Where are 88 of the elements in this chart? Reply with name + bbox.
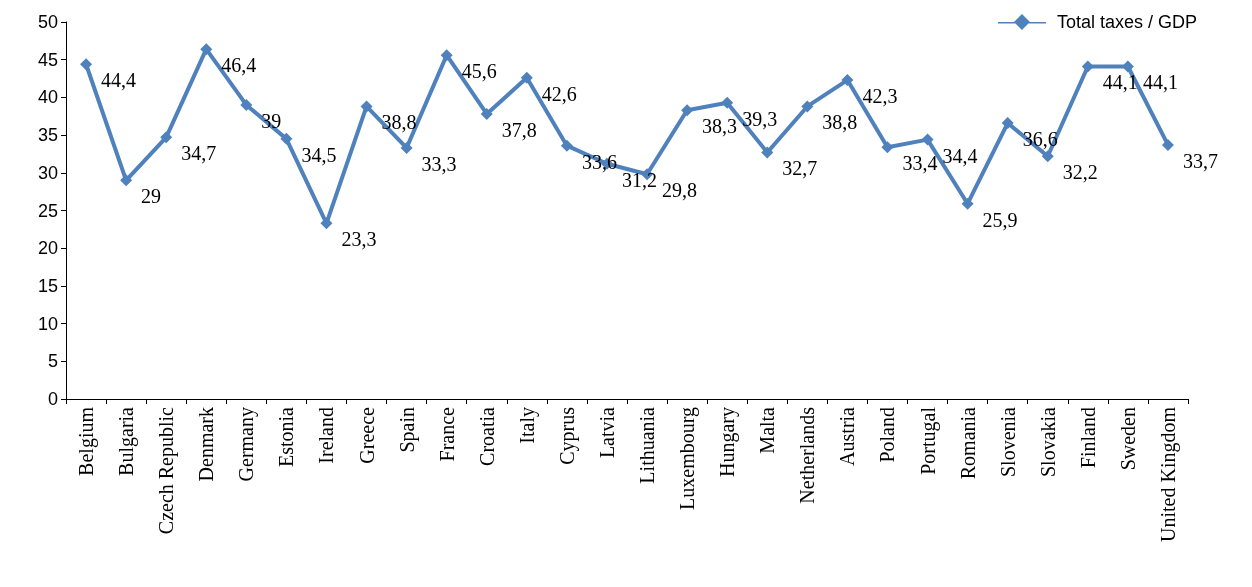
x-tick-label: Cyprus [555,406,579,465]
y-tick-label: 15 [37,275,58,296]
data-label: 44,4 [101,69,137,92]
point [560,139,573,152]
point [200,43,213,56]
x-tick-label: Portugal [916,406,940,475]
x-tick-label: Slovakia [1036,406,1059,477]
data-label: 29 [141,185,162,208]
data-label: 37,8 [501,118,537,141]
x-tick-label: Germany [235,407,259,482]
x-tick-label: Poland [876,407,899,463]
x-tick-label: Finland [1076,407,1099,469]
y-tick-label: 30 [37,162,58,183]
point [280,132,293,145]
point [440,49,453,62]
point [1161,138,1174,151]
x-tick-label: Denmark [195,407,218,482]
x-tick-label: Slovenia [996,406,1019,477]
x-tick-label: Latvia [595,406,618,459]
point [801,100,814,113]
y-tick-label: 40 [37,87,58,108]
data-label: 32,2 [1062,161,1098,184]
point [360,100,373,113]
x-tick-label: Lithuania [636,406,659,484]
x-tick-label: Italy [515,407,539,444]
data-label: 29,8 [662,179,698,202]
x-tick-label: United Kingdom [1156,406,1180,542]
data-label: 38,8 [822,111,858,134]
data-label: 42,3 [862,85,898,108]
x-tick-label: Netherlands [796,406,819,504]
point [721,96,734,109]
y-tick-label: 5 [47,351,58,372]
x-tick-label: Croatia [475,406,498,466]
point [160,131,173,144]
x-tick-label: Bulgaria [115,406,139,476]
x-tick-label: Malta [756,406,779,454]
x-tick-label: Austria [836,406,859,466]
point [681,104,694,117]
y-tick-label: 25 [37,200,58,221]
point [240,98,253,111]
data-label: 34,5 [301,143,337,166]
data-label: 44,1 [1142,71,1178,94]
data-label: 39,3 [742,107,778,130]
point [1041,150,1054,163]
data-label: 33,7 [1182,149,1218,172]
x-tick-label: Belgium [75,406,99,476]
data-label: 23,3 [341,228,377,251]
y-tick-label: 50 [37,12,58,32]
data-label: 34,4 [942,144,978,167]
y-tick-label: 0 [47,389,58,409]
data-label: 25,9 [982,208,1018,231]
x-tick-label: Ireland [315,407,338,464]
data-label: 33,3 [421,152,457,175]
y-tick-label: 35 [37,125,58,146]
point [1001,117,1014,130]
point [761,146,774,159]
data-label: 34,7 [181,142,217,165]
x-tick-label: Sweden [1116,407,1139,471]
point [520,71,533,84]
point [480,107,493,120]
x-tick-label: France [435,406,458,462]
point [80,58,93,71]
x-tick-label: Romania [956,406,979,480]
x-tick-label: Czech Republic [155,406,179,535]
data-label: 46,4 [221,54,257,77]
point [320,217,333,230]
data-label: 45,6 [461,60,497,83]
data-label: 38,3 [702,115,738,138]
point [921,133,934,146]
point [961,197,974,210]
point [400,141,413,154]
x-tick-label: Luxembourg [676,407,700,510]
point [881,141,894,154]
y-tick-label: 20 [37,238,58,259]
data-label: 33,4 [902,152,938,175]
x-tick-label: Estonia [275,406,298,467]
x-tick-label: Hungary [716,407,740,477]
legend-label: Total taxes / GDP [1056,12,1198,32]
y-tick-label: 10 [37,313,58,334]
x-tick-label: Greece [355,406,378,464]
data-label: 42,6 [541,82,577,105]
y-tick-label: 45 [37,49,58,70]
point [841,74,854,87]
data-label: 38,8 [381,111,417,134]
x-tick-label: Spain [395,407,419,453]
point [120,174,133,187]
data-label: 31,2 [621,168,657,191]
data-label: 32,7 [782,157,818,180]
